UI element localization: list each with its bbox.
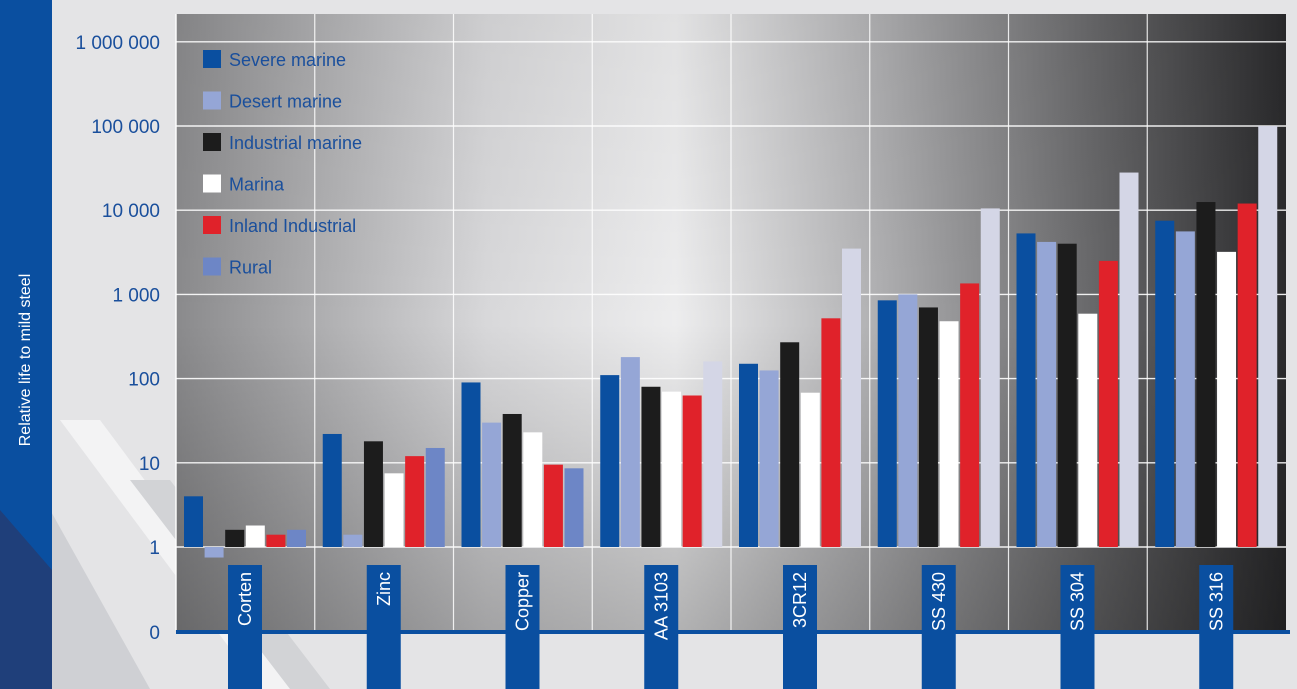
bar xyxy=(287,529,306,547)
y-axis-label: Relative life to mild steel xyxy=(17,274,34,447)
bar xyxy=(543,464,563,547)
legend-swatch xyxy=(203,174,221,193)
legend-label: Industrial marine xyxy=(229,133,362,153)
bar xyxy=(800,392,820,547)
y-tick-label: 10 000 xyxy=(102,201,160,222)
bar xyxy=(266,534,286,547)
bar xyxy=(918,307,938,547)
category-label: SS 304 xyxy=(1068,572,1088,631)
category-label: Copper xyxy=(513,572,533,631)
bar xyxy=(1016,233,1036,548)
category-tab xyxy=(921,565,956,689)
legend-swatch xyxy=(203,257,221,276)
y-tick-label: 1 000 000 xyxy=(75,33,160,54)
category-label: Corten xyxy=(235,572,255,626)
bar xyxy=(384,473,404,547)
bar xyxy=(682,395,702,547)
bar xyxy=(842,248,861,547)
ylabel-panel-accent xyxy=(0,510,52,689)
category-tab xyxy=(644,565,679,689)
y-tick-label: 100 000 xyxy=(91,117,160,138)
bar xyxy=(1175,231,1195,547)
bar xyxy=(662,391,682,547)
category-label: AA 3103 xyxy=(651,572,671,640)
bar xyxy=(1098,260,1118,547)
bar xyxy=(739,363,758,547)
category-tab xyxy=(228,565,262,689)
category-label: SS 316 xyxy=(1206,572,1226,631)
category-label: 3CR12 xyxy=(790,572,810,628)
category-label: SS 430 xyxy=(929,572,949,631)
legend-swatch xyxy=(203,133,221,151)
bar xyxy=(759,370,779,547)
bar xyxy=(1078,313,1098,547)
y-tick-label: 1 xyxy=(149,538,160,559)
bar xyxy=(703,361,723,547)
bar xyxy=(980,208,1000,547)
bar xyxy=(1119,172,1139,547)
legend-swatch xyxy=(203,50,221,68)
bar xyxy=(461,382,481,547)
bar xyxy=(620,357,640,547)
category-tab xyxy=(1060,565,1095,689)
bar xyxy=(363,441,383,547)
legend-label: Rural xyxy=(229,258,272,278)
legend-swatch xyxy=(203,216,221,234)
category-label: Zinc xyxy=(374,572,394,606)
bar xyxy=(877,300,897,547)
bar xyxy=(939,321,959,547)
bar xyxy=(898,294,918,547)
bar xyxy=(405,456,425,547)
category-tab xyxy=(783,565,817,689)
bar xyxy=(1258,126,1278,547)
bar xyxy=(1196,202,1216,548)
legend-label: Desert marine xyxy=(229,92,342,112)
bar xyxy=(1057,243,1077,547)
category-tab xyxy=(505,565,540,689)
bar xyxy=(204,547,224,558)
legend-swatch xyxy=(203,91,221,110)
y-tick-label: 1 000 xyxy=(112,285,160,306)
bar xyxy=(502,413,522,547)
category-tab xyxy=(1199,565,1234,689)
bar xyxy=(245,525,265,547)
bar xyxy=(600,375,620,547)
bar xyxy=(523,432,543,547)
bar xyxy=(184,496,203,547)
bar xyxy=(425,447,445,547)
bar xyxy=(641,386,661,547)
bar xyxy=(1155,220,1175,547)
bar xyxy=(821,318,841,547)
y-tick-label: 0 xyxy=(149,623,160,644)
bar xyxy=(780,342,800,547)
bar xyxy=(322,433,342,547)
bar xyxy=(1037,241,1057,547)
bar xyxy=(1217,251,1237,547)
legend-label: Marina xyxy=(229,175,285,195)
legend-label: Inland Industrial xyxy=(229,216,356,236)
legend-label: Severe marine xyxy=(229,50,346,70)
category-tab xyxy=(366,565,401,689)
y-tick-label: 10 xyxy=(139,454,160,475)
bar xyxy=(1237,203,1257,547)
y-tick-label: 100 xyxy=(128,370,160,391)
bar xyxy=(564,468,584,547)
bar xyxy=(343,534,363,547)
bar xyxy=(482,422,502,547)
bar xyxy=(960,283,980,547)
bar xyxy=(225,529,245,547)
x-axis-baseline xyxy=(176,630,1290,634)
